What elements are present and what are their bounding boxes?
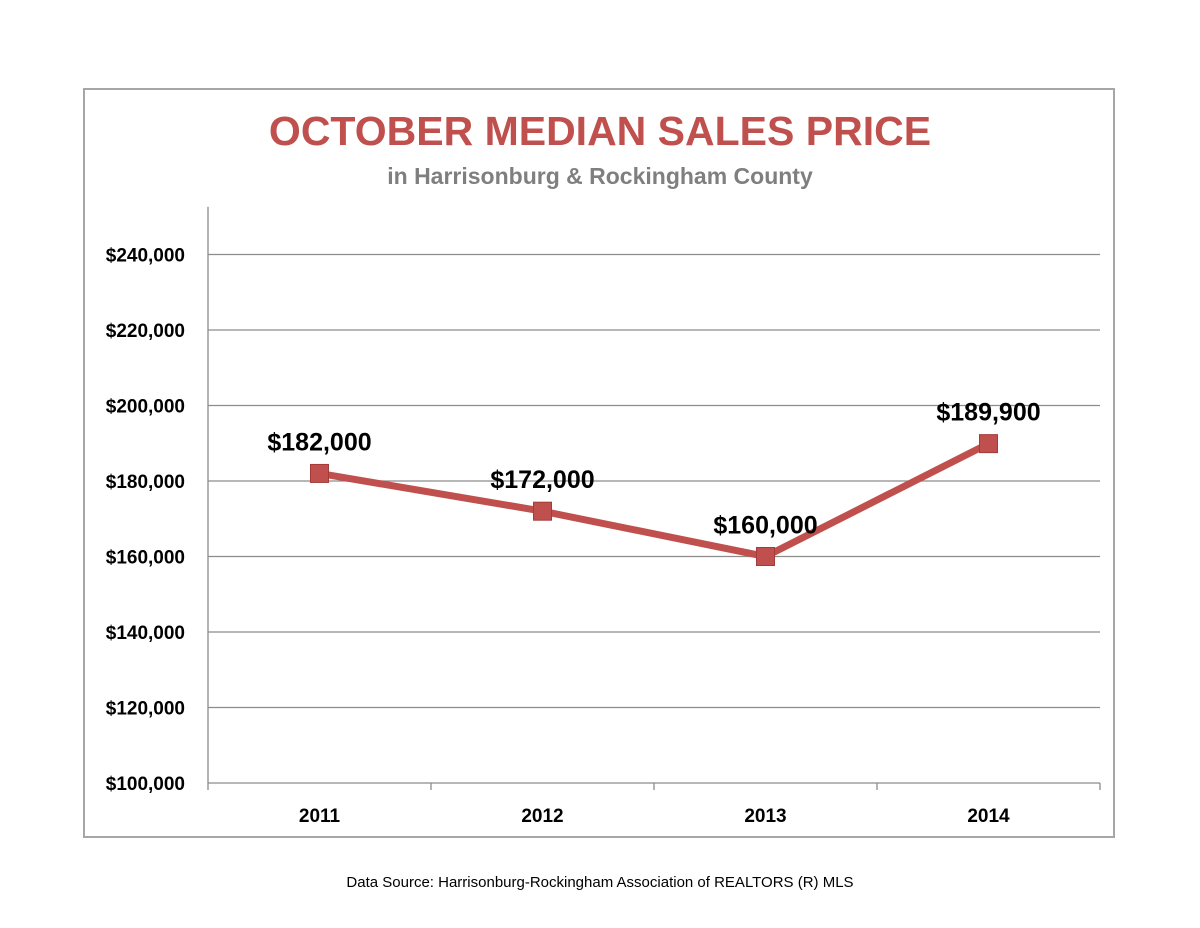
series-line bbox=[316, 440, 992, 560]
data-source: Data Source: Harrisonburg-Rockingham Ass… bbox=[346, 874, 854, 891]
data-label: $189,900 bbox=[936, 399, 1040, 427]
y-tick-label: $100,000 bbox=[106, 774, 185, 795]
data-label: $160,000 bbox=[713, 512, 817, 540]
y-tick-label: $120,000 bbox=[106, 699, 185, 720]
data-label: $182,000 bbox=[267, 428, 371, 456]
markers bbox=[310, 434, 998, 566]
data-point-marker bbox=[979, 434, 998, 454]
y-tick-labels: $100,000 $120,000 $140,000 $160,000 $180,000… bbox=[106, 246, 185, 796]
y-tick-label: $220,000 bbox=[106, 321, 185, 342]
y-tick-label: $180,000 bbox=[106, 472, 185, 493]
y-tick-label: $160,000 bbox=[106, 548, 185, 569]
data-point-marker bbox=[756, 547, 775, 566]
data-label: $172,000 bbox=[490, 466, 594, 494]
data-point-marker bbox=[310, 463, 329, 483]
chart-title: OCTOBER MEDIAN SALES PRICE bbox=[268, 108, 932, 154]
x-tick-labels: 2011 2012 2013 2014 bbox=[299, 806, 1010, 827]
x-tick-label: 2011 bbox=[299, 806, 341, 827]
data-point-marker bbox=[533, 501, 552, 521]
data-labels: $182,000 $172,000 $160,000 $189,900 bbox=[267, 399, 1040, 540]
axes bbox=[207, 206, 1101, 790]
x-tick-label: 2014 bbox=[967, 806, 1010, 827]
y-tick-label: $140,000 bbox=[106, 623, 185, 644]
x-tick-label: 2012 bbox=[521, 806, 563, 827]
y-tick-label: $240,000 bbox=[106, 246, 185, 267]
y-tick-label: $200,000 bbox=[106, 397, 185, 418]
x-tick-label: 2013 bbox=[744, 806, 786, 827]
chart-subtitle: in Harrisonburg & Rockingham County bbox=[387, 163, 813, 189]
gridlines bbox=[208, 253, 1100, 709]
series bbox=[316, 440, 992, 560]
